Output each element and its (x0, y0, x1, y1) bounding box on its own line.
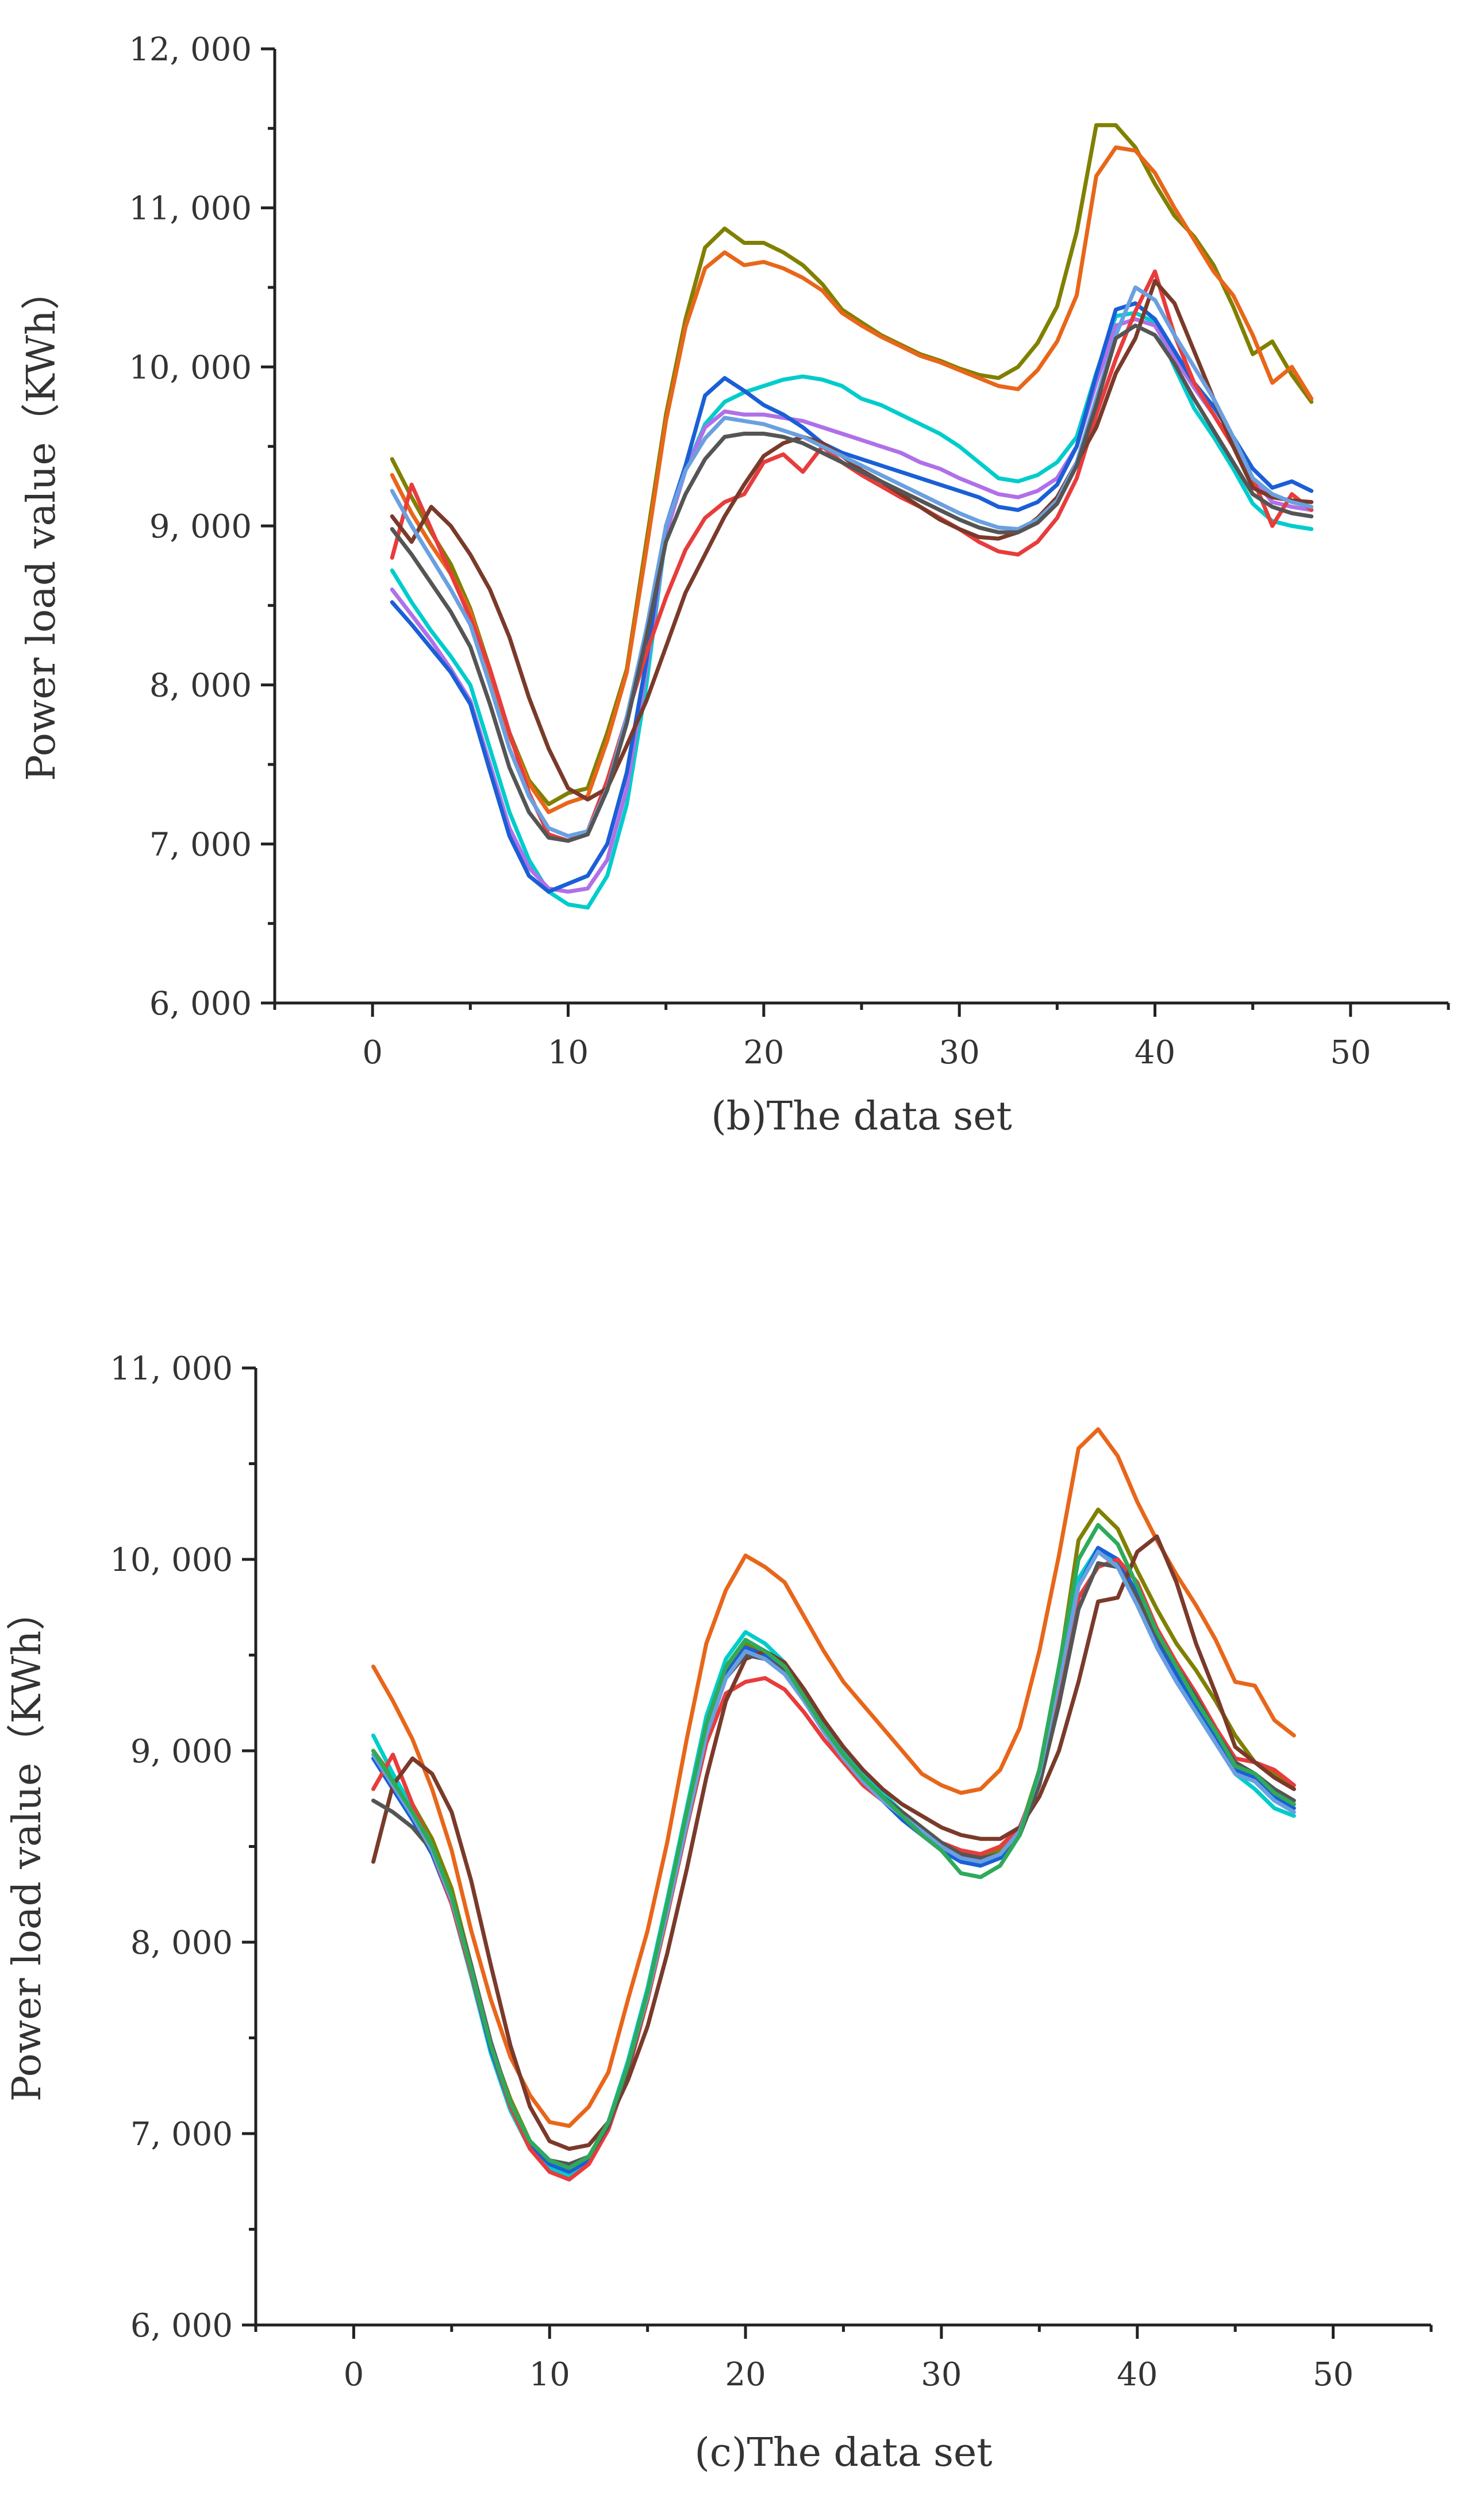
chart-b-series-8-line (390, 285, 1314, 838)
chart-b-series-2-line (390, 145, 1314, 814)
chart-c-y-axis-label: Power load value（KWh） (5, 1592, 50, 2102)
chart-c-y-tick-label: 7, 000 (130, 2116, 233, 2153)
chart-b-series-3-line (390, 310, 1314, 910)
chart-b-series-5-line (390, 301, 1314, 894)
chart-b-x-tick-label: 20 (743, 1034, 784, 1071)
chart-c-y-tick-label: 10, 000 (110, 1542, 233, 1579)
chart-b-x-tick-label: 10 (548, 1034, 589, 1071)
chart-b-x-axis-label: (b)The data set (711, 1094, 1012, 1139)
chart-b-y-tick-label: 11, 000 (129, 190, 252, 228)
chart-b-x-tick-label: 40 (1135, 1034, 1175, 1071)
chart-b-y-tick-label: 9, 000 (149, 508, 252, 545)
chart-c-series-2-line (371, 1507, 1296, 2170)
chart-b-y-tick-label: 8, 000 (149, 667, 252, 705)
chart-b-series-4-line (390, 317, 1314, 894)
chart-b-x-tick-label: 0 (362, 1034, 383, 1071)
line-chart-b: 6, 000 7, 000 8, 000 9, 000 10, 000 11, 000 12… (19, 31, 1450, 1139)
chart-c-y-tick-label: 9, 000 (130, 1733, 233, 1770)
chart-c-x-tick-label: 50 (1313, 2356, 1354, 2393)
chart-c-x-tick-label: 0 (344, 2356, 364, 2393)
chart-b-x-tick-label: 50 (1330, 1034, 1371, 1071)
chart-c-series-6-line (371, 1534, 1296, 2151)
line-chart-c: 6, 000 7, 000 8, 000 9, 000 10, 000 11, 000 0 1… (5, 1350, 1433, 2476)
chart-b-x-tick-label: 30 (939, 1034, 980, 1071)
chart-b-y-axis-label: Power load value（KWh） (19, 271, 64, 781)
chart-b-y-tick-label: 10, 000 (129, 349, 252, 386)
chart-c-x-tick-label: 20 (725, 2356, 766, 2393)
chart-c-y-tick-label: 11, 000 (110, 1350, 233, 1388)
chart-c-y-tick-label: 6, 000 (130, 2307, 233, 2345)
chart-c-series-8-line (371, 1550, 1296, 2170)
chart-c-y-tick-label: 8, 000 (130, 1924, 233, 1962)
chart-b-y-tick-label: 7, 000 (149, 826, 252, 863)
chart-c-x-axis-label: (c)The data set (694, 2430, 992, 2476)
chart-c-series-7-line (371, 1561, 1296, 2166)
chart-b-series-7-line (390, 279, 1314, 802)
chart-b-series-1-line (390, 123, 1314, 806)
chart-b-y-tick-label: 12, 000 (129, 31, 252, 68)
chart-b-series-9-line (390, 323, 1314, 843)
chart-c-x-tick-label: 40 (1117, 2356, 1158, 2393)
chart-b-y-tick-label: 6, 000 (149, 985, 252, 1023)
chart-c-x-tick-label: 30 (921, 2356, 962, 2393)
chart-c-series-9-line (371, 1523, 1296, 2170)
chart-c-x-tick-label: 10 (529, 2356, 570, 2393)
chart-c-series-1-line (371, 1427, 1296, 2128)
chart-c-series-5-line (371, 1557, 1296, 2182)
